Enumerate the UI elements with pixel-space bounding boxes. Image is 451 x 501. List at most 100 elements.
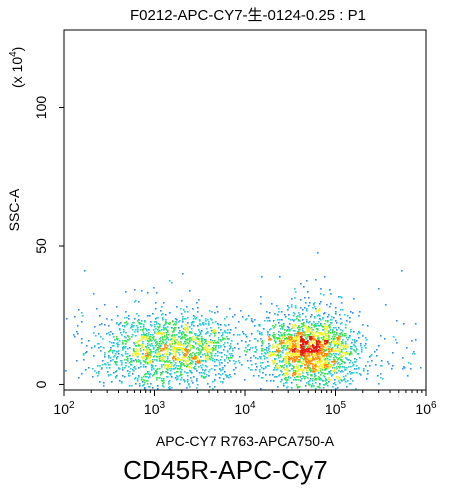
event-dot bbox=[340, 355, 342, 357]
event-dot bbox=[223, 344, 225, 346]
event-dot bbox=[138, 367, 140, 369]
event-dot bbox=[320, 360, 322, 362]
event-dot bbox=[176, 334, 178, 336]
event-dot bbox=[184, 356, 186, 358]
event-dot bbox=[316, 341, 318, 343]
event-dot bbox=[197, 325, 199, 327]
event-dot bbox=[154, 332, 156, 334]
event-dot bbox=[183, 363, 185, 365]
event-dot bbox=[283, 358, 285, 360]
event-dot bbox=[202, 343, 204, 345]
event-dot bbox=[140, 329, 142, 331]
event-dot bbox=[230, 343, 232, 345]
event-dot bbox=[134, 352, 136, 354]
event-dot bbox=[140, 323, 142, 325]
event-dot bbox=[293, 346, 295, 348]
event-dot bbox=[342, 352, 344, 354]
event-dot bbox=[293, 373, 295, 375]
event-dot bbox=[208, 321, 210, 323]
event-dot bbox=[293, 379, 295, 381]
event-dot bbox=[207, 356, 209, 358]
event-dot bbox=[321, 342, 323, 344]
event-dot bbox=[209, 386, 211, 388]
event-dot bbox=[283, 340, 285, 342]
event-dot bbox=[178, 359, 180, 361]
event-dot bbox=[162, 339, 164, 341]
event-dot bbox=[301, 326, 303, 328]
event-dot bbox=[116, 336, 118, 338]
event-dot bbox=[205, 323, 207, 325]
event-dot bbox=[176, 322, 178, 324]
event-dot bbox=[290, 340, 292, 342]
event-dot bbox=[288, 352, 290, 354]
event-dot bbox=[215, 347, 217, 349]
event-dot bbox=[155, 352, 157, 354]
event-dot bbox=[190, 344, 192, 346]
event-dot bbox=[76, 331, 78, 333]
event-dot bbox=[316, 342, 318, 344]
event-dot bbox=[161, 366, 163, 368]
event-dot bbox=[272, 354, 274, 356]
event-dot bbox=[209, 335, 211, 337]
event-dot bbox=[157, 329, 159, 331]
event-dot bbox=[327, 346, 329, 348]
event-dot bbox=[311, 331, 313, 333]
event-dot bbox=[227, 362, 229, 364]
event-dot bbox=[263, 355, 265, 357]
event-dot bbox=[181, 300, 183, 302]
event-dot bbox=[139, 323, 141, 325]
event-dot bbox=[298, 359, 300, 361]
event-dot bbox=[157, 377, 159, 379]
event-dot bbox=[182, 273, 184, 275]
event-dot bbox=[224, 338, 226, 340]
event-dot bbox=[277, 344, 279, 346]
event-dot bbox=[291, 358, 293, 360]
event-dot bbox=[117, 344, 119, 346]
event-dot bbox=[288, 359, 290, 361]
event-dot bbox=[304, 339, 306, 341]
event-dot bbox=[150, 339, 152, 341]
event-dot bbox=[298, 375, 300, 377]
event-dot bbox=[159, 326, 161, 328]
event-dot bbox=[176, 348, 178, 350]
event-dot bbox=[211, 319, 213, 321]
event-dot bbox=[327, 344, 329, 346]
event-dot bbox=[189, 366, 191, 368]
event-dot bbox=[332, 349, 334, 351]
event-dot bbox=[330, 356, 332, 358]
event-dot bbox=[266, 317, 268, 319]
event-dot bbox=[314, 324, 316, 326]
event-dot bbox=[203, 322, 205, 324]
event-dot bbox=[281, 335, 283, 337]
event-dot bbox=[300, 340, 302, 342]
event-dot bbox=[335, 341, 337, 343]
event-dot bbox=[263, 328, 265, 330]
event-dot bbox=[313, 347, 315, 349]
event-dot bbox=[198, 299, 200, 301]
event-dot bbox=[138, 361, 140, 363]
event-dot bbox=[338, 296, 340, 298]
event-dot bbox=[103, 385, 105, 387]
event-dot bbox=[287, 309, 289, 311]
event-dot bbox=[320, 352, 322, 354]
event-dot bbox=[317, 352, 319, 354]
event-dot bbox=[165, 319, 167, 321]
event-dot bbox=[332, 329, 334, 331]
event-dot bbox=[334, 382, 336, 384]
event-dot bbox=[253, 355, 255, 357]
event-dot bbox=[296, 358, 298, 360]
event-dot bbox=[267, 331, 269, 333]
event-dot bbox=[173, 357, 175, 359]
event-dot bbox=[288, 348, 290, 350]
event-dot bbox=[298, 351, 300, 353]
event-dot bbox=[286, 373, 288, 375]
event-dot bbox=[342, 339, 344, 341]
event-dot bbox=[341, 349, 343, 351]
event-dot bbox=[122, 375, 124, 377]
event-dot bbox=[257, 330, 259, 332]
event-dot bbox=[211, 342, 213, 344]
event-dot bbox=[155, 370, 157, 372]
event-dot bbox=[274, 358, 276, 360]
event-dot bbox=[284, 338, 286, 340]
event-dot bbox=[183, 360, 185, 362]
